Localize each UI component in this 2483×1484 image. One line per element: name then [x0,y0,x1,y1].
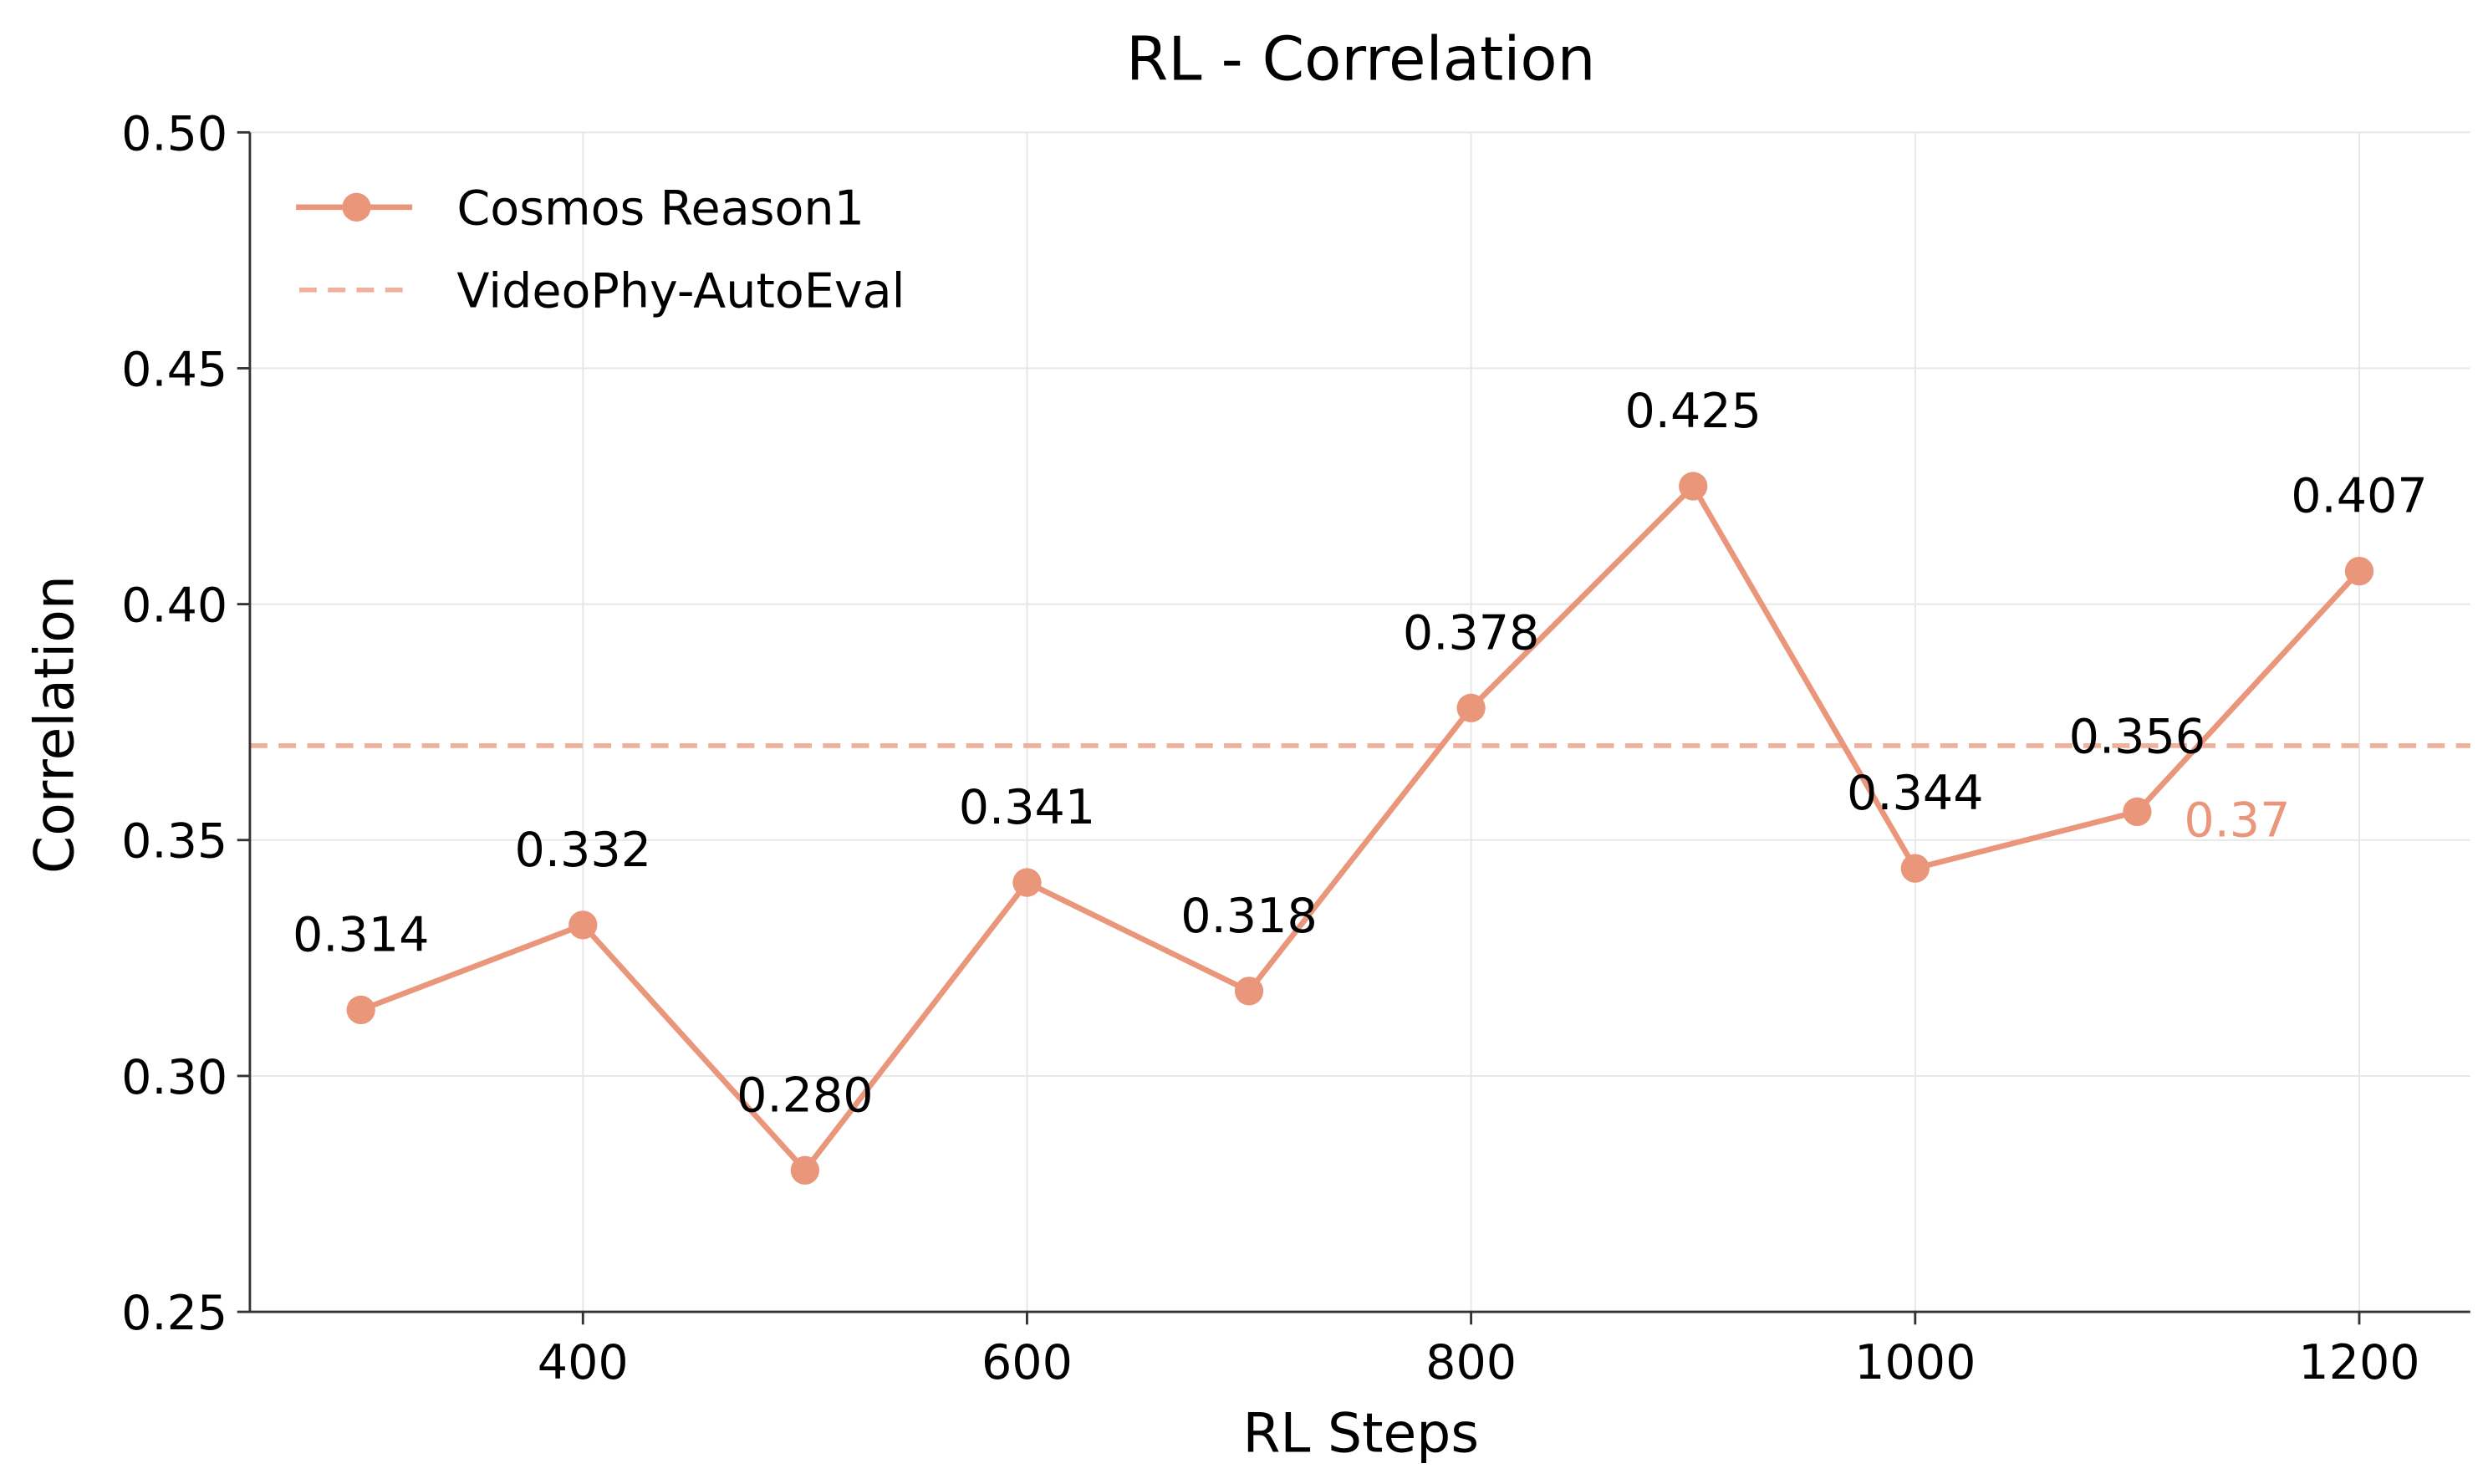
series-cosmos-reason1: 0.314 0.332 0.280 0.341 0.318 0.378 0.425 0.344… [293,384,2428,1185]
x-axis-label: RL Steps [1242,1403,1479,1466]
reference-line-label: 0.37 [2184,793,2290,848]
x-tick-label: 1200 [2298,1335,2419,1390]
axes [248,132,2470,1313]
data-label: 0.378 [1403,605,1540,660]
data-point [2344,556,2374,586]
y-tick-label: 0.35 [121,814,227,869]
legend-marker-cosmos-reason1 [342,192,371,222]
data-label: 0.356 [2069,709,2206,764]
x-tick-label: 800 [1425,1335,1517,1390]
data-point [1012,868,1042,897]
y-tick-label: 0.45 [121,342,227,397]
data-label: 0.318 [1180,889,1317,944]
data-point [1679,472,1708,501]
legend-label-cosmos-reason1: Cosmos Reason1 [456,181,864,237]
data-label: 0.332 [515,823,652,878]
series-line [359,483,2362,1174]
data-point [568,910,598,940]
data-label: 0.407 [2291,469,2428,524]
data-point [790,1155,820,1185]
y-axis-label: Correlation [24,575,87,874]
data-point [2123,797,2152,827]
data-label: 0.314 [293,907,430,962]
x-tick-label: 400 [538,1335,629,1390]
data-label: 0.425 [1624,384,1762,439]
y-tick-label: 0.50 [121,106,227,161]
x-tick-label: 1000 [1854,1335,1976,1390]
data-point [346,995,375,1025]
data-point [1234,977,1264,1006]
data-point [1456,693,1486,722]
data-label: 0.280 [737,1068,874,1123]
chart-title: RL - Correlation [1126,25,1595,95]
data-label: 0.344 [1847,766,1984,821]
ticks: 400 600 800 1000 1200 0.25 0.30 0.35 0.40 0.45 0.5… [121,106,2420,1390]
legend: Cosmos Reason1 VideoPhy-AutoEval [296,181,905,319]
data-point [1900,854,1930,883]
y-tick-label: 0.25 [121,1286,227,1341]
y-tick-label: 0.30 [121,1050,227,1105]
legend-label-videophy-autoeval: VideoPhy-AutoEval [456,264,905,319]
x-tick-label: 600 [981,1335,1073,1390]
data-label: 0.341 [959,780,1096,835]
y-tick-label: 0.40 [121,579,227,634]
